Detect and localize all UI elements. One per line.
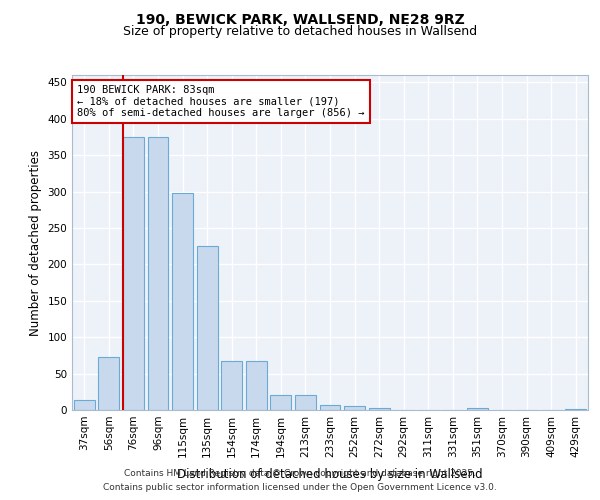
Text: 190 BEWICK PARK: 83sqm
← 18% of detached houses are smaller (197)
80% of semi-de: 190 BEWICK PARK: 83sqm ← 18% of detached… xyxy=(77,85,365,118)
X-axis label: Distribution of detached houses by size in Wallsend: Distribution of detached houses by size … xyxy=(177,468,483,481)
Y-axis label: Number of detached properties: Number of detached properties xyxy=(29,150,42,336)
Bar xyxy=(344,406,365,410)
Bar xyxy=(295,394,316,410)
Text: 190, BEWICK PARK, WALLSEND, NE28 9RZ: 190, BEWICK PARK, WALLSEND, NE28 9RZ xyxy=(136,12,464,26)
Bar xyxy=(148,137,169,410)
Bar xyxy=(172,193,193,410)
Bar xyxy=(565,408,586,410)
Bar xyxy=(74,400,95,410)
Bar xyxy=(467,408,488,410)
Bar xyxy=(368,408,389,410)
Bar xyxy=(271,394,292,410)
Bar xyxy=(98,357,119,410)
Bar xyxy=(123,137,144,410)
Bar xyxy=(197,246,218,410)
Text: Contains public sector information licensed under the Open Government Licence v3: Contains public sector information licen… xyxy=(103,484,497,492)
Bar xyxy=(320,405,340,410)
Bar xyxy=(246,361,267,410)
Text: Size of property relative to detached houses in Wallsend: Size of property relative to detached ho… xyxy=(123,25,477,38)
Text: Contains HM Land Registry data © Crown copyright and database right 2025.: Contains HM Land Registry data © Crown c… xyxy=(124,468,476,477)
Bar xyxy=(221,361,242,410)
